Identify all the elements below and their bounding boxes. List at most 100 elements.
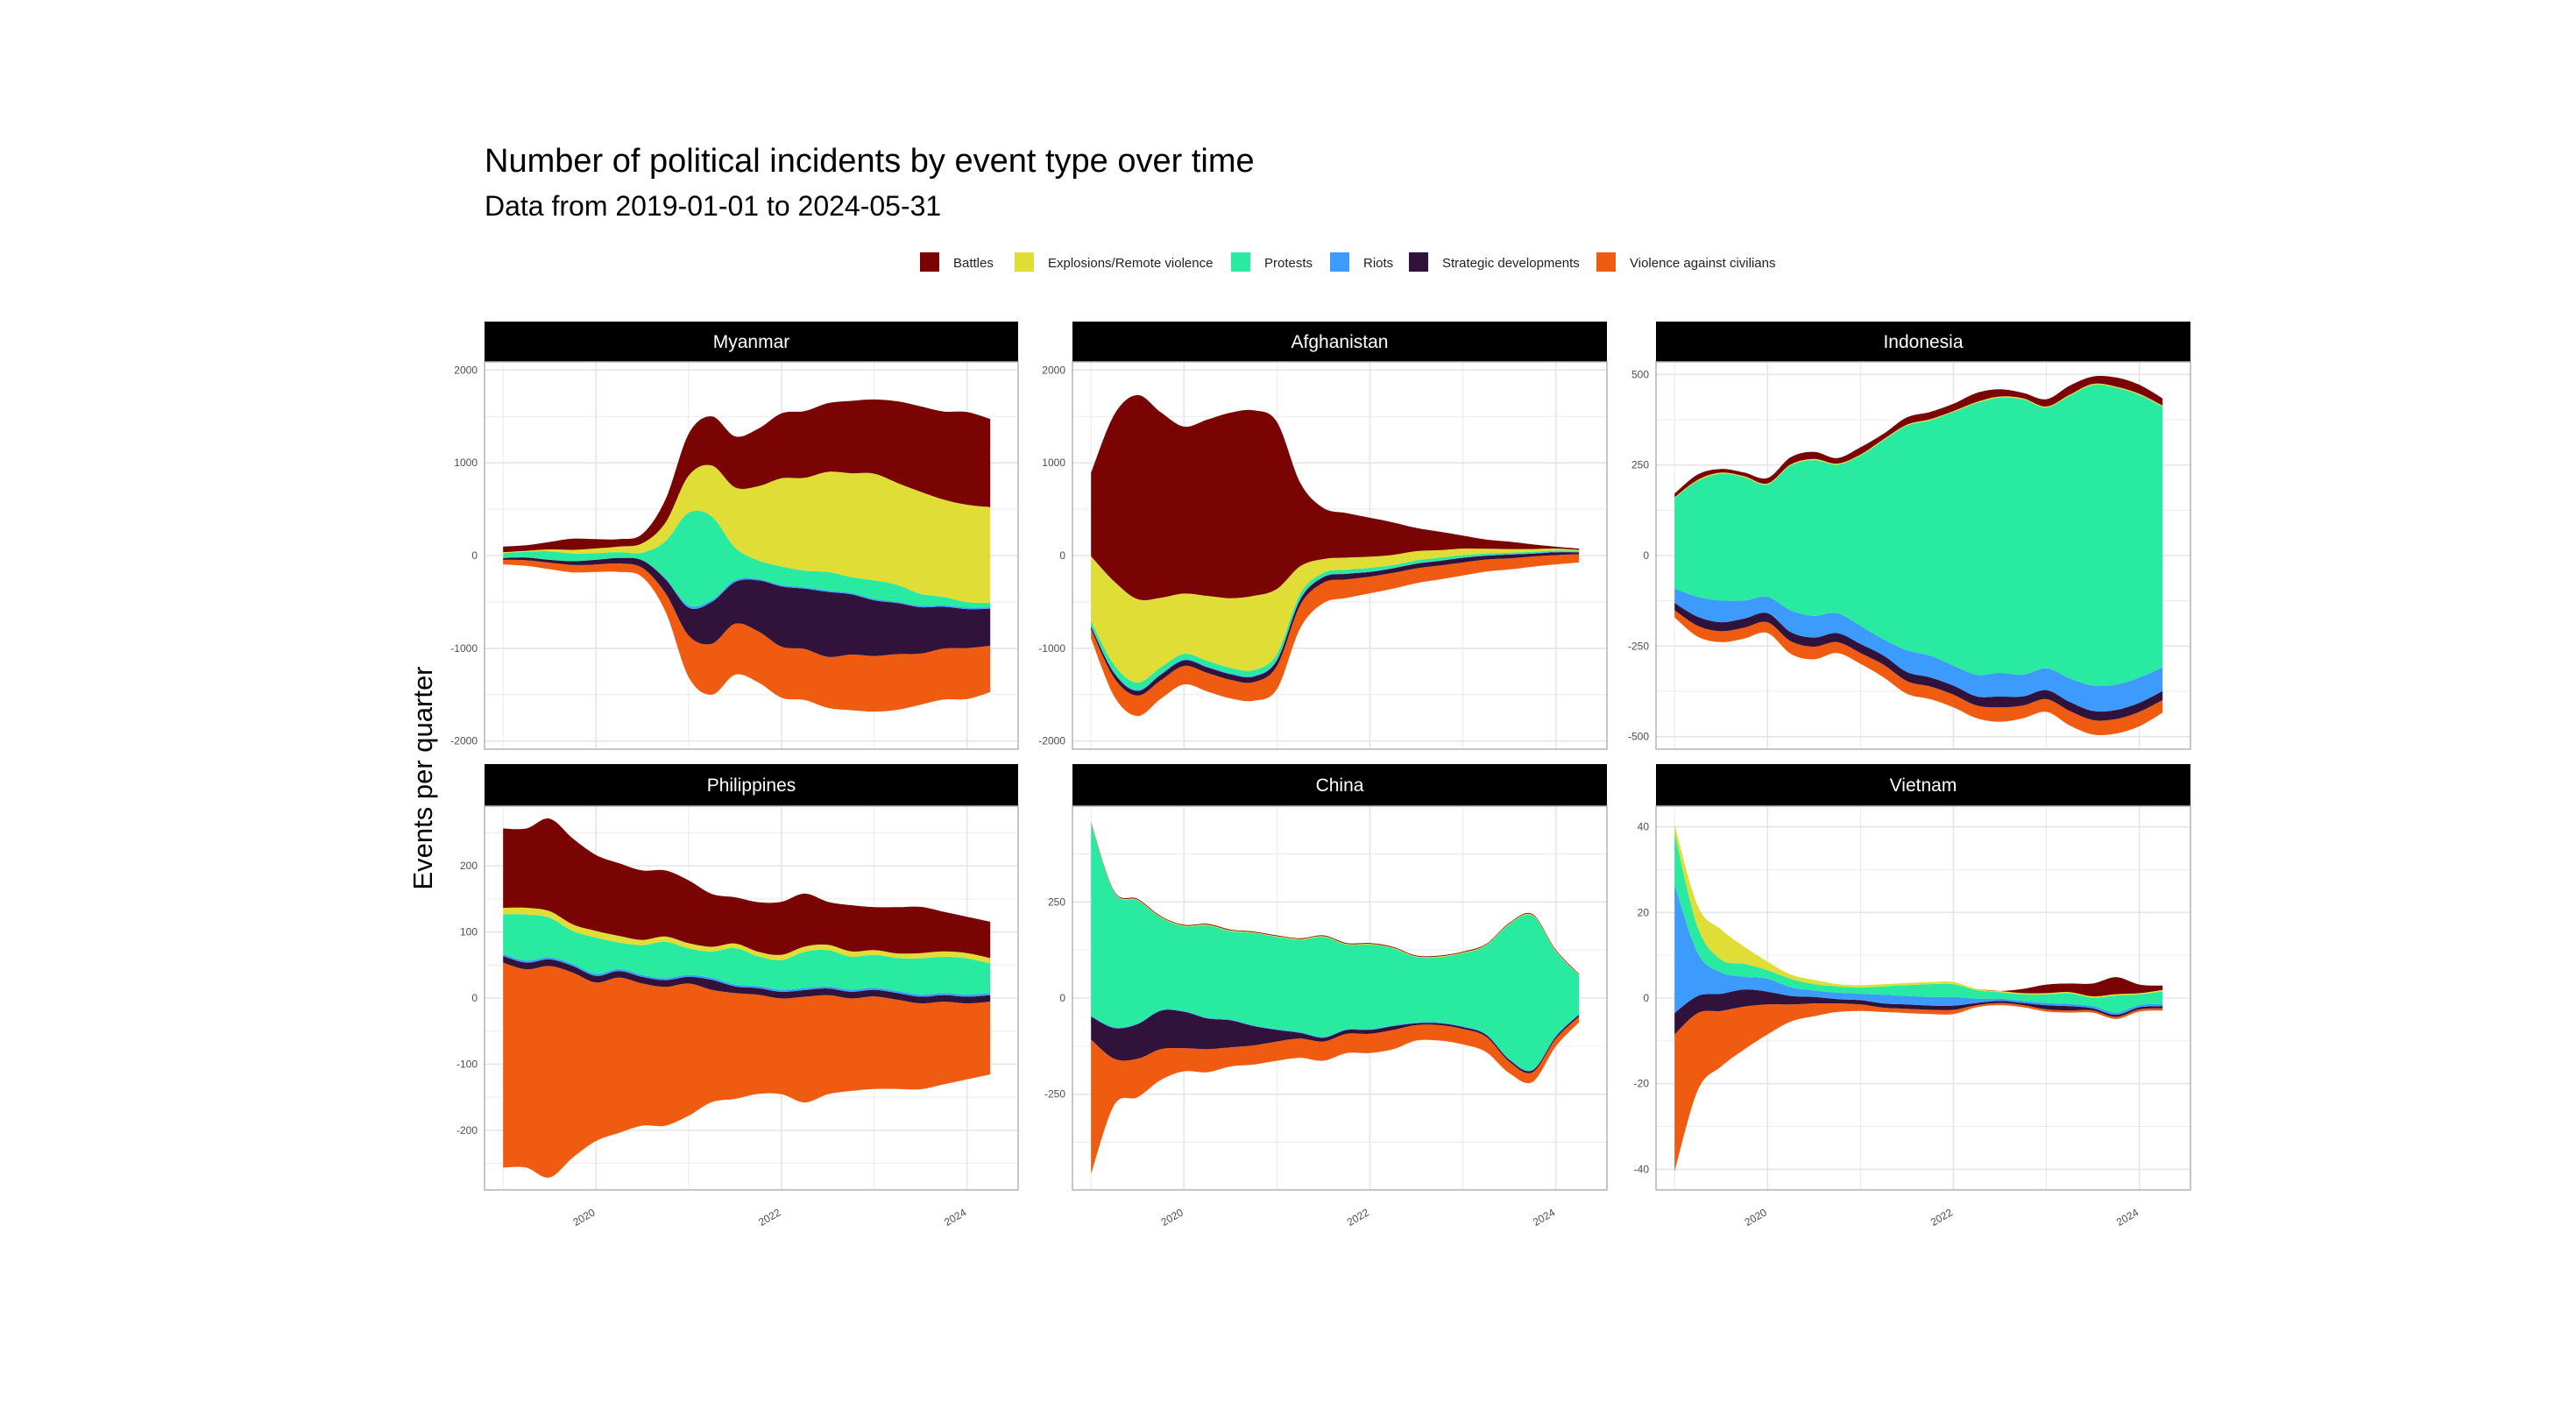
legend-swatch [1409, 252, 1428, 272]
panel-title: Philippines [707, 775, 796, 796]
y-tick-label: 0 [1643, 992, 1649, 1004]
x-tick-label: 2022 [1345, 1206, 1371, 1229]
panel-title: Vietnam [1890, 775, 1957, 796]
y-tick-label: 250 [1631, 459, 1649, 471]
y-tick-label: 0 [471, 992, 478, 1004]
legend-swatch [1231, 252, 1250, 272]
legend-label: Explosions/Remote violence [1048, 256, 1213, 271]
stream-battles [1091, 394, 1580, 600]
panel-strip [485, 322, 1018, 362]
stream-protests [1674, 384, 2163, 687]
panel-strip [1656, 764, 2190, 806]
panel-vietnam: Vietnam 40 20 0 -20 -40 2020 2022 2024 [1634, 764, 2191, 1229]
legend-item-explosions-remote-violence: Explosions/Remote violence [1015, 252, 1213, 272]
chart-subtitle: Data from 2019-01-01 to 2024-05-31 [485, 190, 941, 222]
stream-protests [503, 510, 991, 608]
legend-item-violence-against-civilians: Violence against civilians [1596, 252, 1776, 272]
panel-border [1072, 805, 1608, 1191]
panel-china: China 250 0 -250 2020 2022 2024 [1044, 764, 1608, 1229]
y-tick-label: -200 [456, 1124, 478, 1136]
y-tick-label: 0 [1059, 992, 1065, 1004]
y-tick-label: 250 [1048, 896, 1065, 908]
stream-violence-against-civilians [1674, 1002, 2163, 1172]
y-tick-label: 2000 [454, 364, 478, 376]
legend-item-protests: Protests [1231, 252, 1313, 272]
legend-swatch [1596, 252, 1616, 272]
panel-title: Afghanistan [1292, 332, 1389, 352]
legend-label: Strategic developments [1442, 256, 1580, 271]
stream-strategic-developments [503, 956, 991, 1004]
legend-swatch [1330, 252, 1349, 272]
legend-label: Protests [1264, 256, 1313, 271]
x-tick-label: 2024 [942, 1206, 968, 1229]
stream-battles [503, 399, 991, 553]
panel-indonesia: Indonesia 500 250 0 -250 -500 [1628, 322, 2191, 750]
x-tick-label: 2022 [756, 1206, 782, 1229]
y-tick-label: -100 [456, 1058, 478, 1070]
y-tick-label: 0 [1059, 549, 1065, 562]
stream-violence-against-civilians [503, 962, 991, 1179]
legend-item-strategic-developments: Strategic developments [1409, 252, 1580, 272]
panel-strip [1656, 322, 2190, 362]
stream-violence-against-civilians [503, 559, 991, 712]
y-tick-label: 0 [1643, 549, 1649, 562]
y-tick-label: 200 [460, 860, 478, 872]
stream-explosions-remote-violence [503, 907, 991, 964]
legend-item-battles: Battles [920, 252, 994, 272]
y-tick-label: 20 [1638, 906, 1650, 918]
y-tick-label: 100 [460, 926, 478, 938]
y-tick-label: -1000 [1038, 642, 1065, 655]
y-tick-label: -250 [1628, 640, 1649, 652]
legend: Battles Explosions/Remote violence Protest… [920, 252, 1776, 272]
x-tick-label: 2020 [1159, 1206, 1185, 1229]
panel-border [484, 361, 1019, 750]
stream-battles [503, 818, 991, 959]
y-tick-label: -2000 [450, 735, 478, 747]
y-tick-label: 1000 [454, 457, 478, 469]
y-tick-label: 2000 [1042, 364, 1065, 376]
y-tick-label: 0 [471, 549, 478, 562]
stream-explosions-remote-violence [503, 464, 991, 603]
y-tick-label: -250 [1044, 1088, 1065, 1101]
stream-riots [503, 953, 991, 997]
stream-battles [1674, 825, 2163, 997]
facet-panels: Myanmar200010000-1000-2000Afghanistan200… [450, 322, 2191, 1229]
panel-title: Indonesia [1883, 332, 1963, 352]
panel-border [1072, 361, 1608, 750]
panel-afghanistan: Afghanistan 2000 1000 0 -1000 -2000 [1038, 322, 1608, 750]
y-tick-label: -2000 [1038, 735, 1065, 747]
stream-strategic-developments [1091, 1009, 1580, 1073]
stream-strategic-developments [1674, 603, 2163, 721]
panel-border [1655, 805, 2191, 1191]
y-tick-label: 40 [1638, 821, 1650, 833]
panel-title: Myanmar [713, 332, 790, 352]
y-tick-label: -1000 [450, 642, 478, 655]
stream-explosions-remote-violence [1091, 548, 1580, 683]
legend-item-riots: Riots [1330, 252, 1393, 272]
stream-protests [1091, 823, 1580, 1071]
stream-strategic-developments [1674, 989, 2163, 1035]
stream-riots [1674, 588, 2163, 712]
stream-violence-against-civilians [1091, 1016, 1580, 1174]
legend-label: Violence against civilians [1630, 256, 1776, 271]
x-tick-label: 2024 [1531, 1206, 1557, 1229]
stream-protests [503, 914, 991, 995]
y-axis-label: Events per quarter [407, 666, 438, 889]
x-tick-label: 2024 [2114, 1206, 2141, 1229]
x-tick-label: 2022 [1928, 1206, 1955, 1229]
y-tick-label: -20 [1634, 1078, 1650, 1090]
y-tick-label: -40 [1634, 1163, 1650, 1175]
panel-strip [1072, 764, 1607, 806]
stream-strategic-developments [503, 557, 991, 657]
panel-strip [1072, 322, 1607, 362]
legend-label: Riots [1363, 256, 1393, 271]
panel-philippines: Philippines 200 100 0 -100 -200 2020 2022 2024 [456, 764, 1019, 1229]
y-tick-label: 500 [1631, 368, 1649, 380]
chart-title: Number of political incidents by event t… [485, 143, 1255, 180]
stream-violence-against-civilians [1674, 610, 2163, 735]
x-tick-label: 2020 [1743, 1206, 1769, 1229]
panel-border [1655, 361, 2191, 750]
legend-swatch [1015, 252, 1034, 272]
panel-title: China [1316, 775, 1364, 796]
